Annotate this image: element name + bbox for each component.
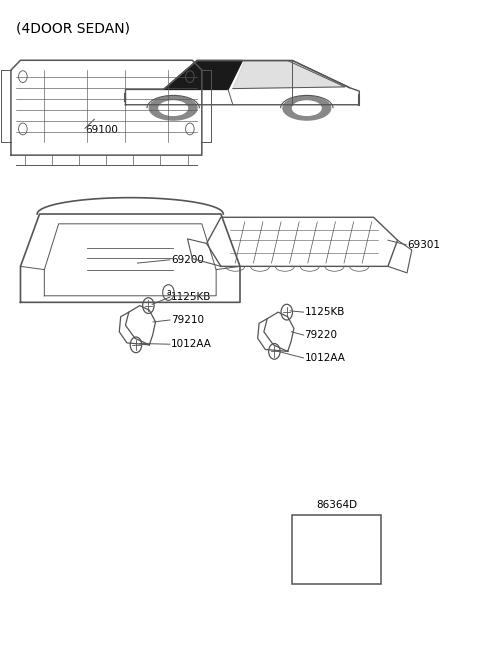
Text: a: a bbox=[166, 288, 171, 297]
Text: 1012AA: 1012AA bbox=[304, 353, 345, 363]
Text: 69200: 69200 bbox=[171, 255, 204, 265]
Text: 79210: 79210 bbox=[171, 315, 204, 325]
Text: (4DOOR SEDAN): (4DOOR SEDAN) bbox=[16, 21, 130, 35]
Text: 69100: 69100 bbox=[85, 125, 118, 135]
Polygon shape bbox=[233, 60, 345, 89]
Ellipse shape bbox=[159, 101, 188, 116]
Text: 1125KB: 1125KB bbox=[304, 307, 345, 317]
Text: 86364D: 86364D bbox=[316, 500, 357, 510]
Text: 69301: 69301 bbox=[407, 240, 440, 250]
Ellipse shape bbox=[149, 97, 197, 120]
Text: 1125KB: 1125KB bbox=[171, 292, 211, 302]
Text: 1012AA: 1012AA bbox=[171, 339, 212, 350]
Ellipse shape bbox=[292, 101, 321, 116]
Bar bbox=[292, 515, 381, 583]
Polygon shape bbox=[164, 60, 242, 89]
Text: 79220: 79220 bbox=[304, 330, 337, 340]
Ellipse shape bbox=[283, 97, 331, 120]
